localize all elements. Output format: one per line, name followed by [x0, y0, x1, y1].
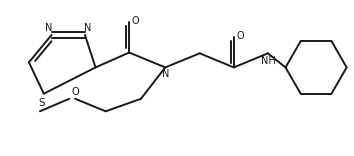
Text: N: N: [162, 69, 169, 79]
Text: S: S: [39, 98, 45, 108]
Text: N: N: [84, 23, 92, 33]
Text: N: N: [45, 23, 52, 33]
Text: O: O: [132, 16, 139, 26]
Text: O: O: [71, 87, 79, 97]
Text: NH: NH: [261, 56, 276, 66]
Text: O: O: [236, 31, 244, 41]
